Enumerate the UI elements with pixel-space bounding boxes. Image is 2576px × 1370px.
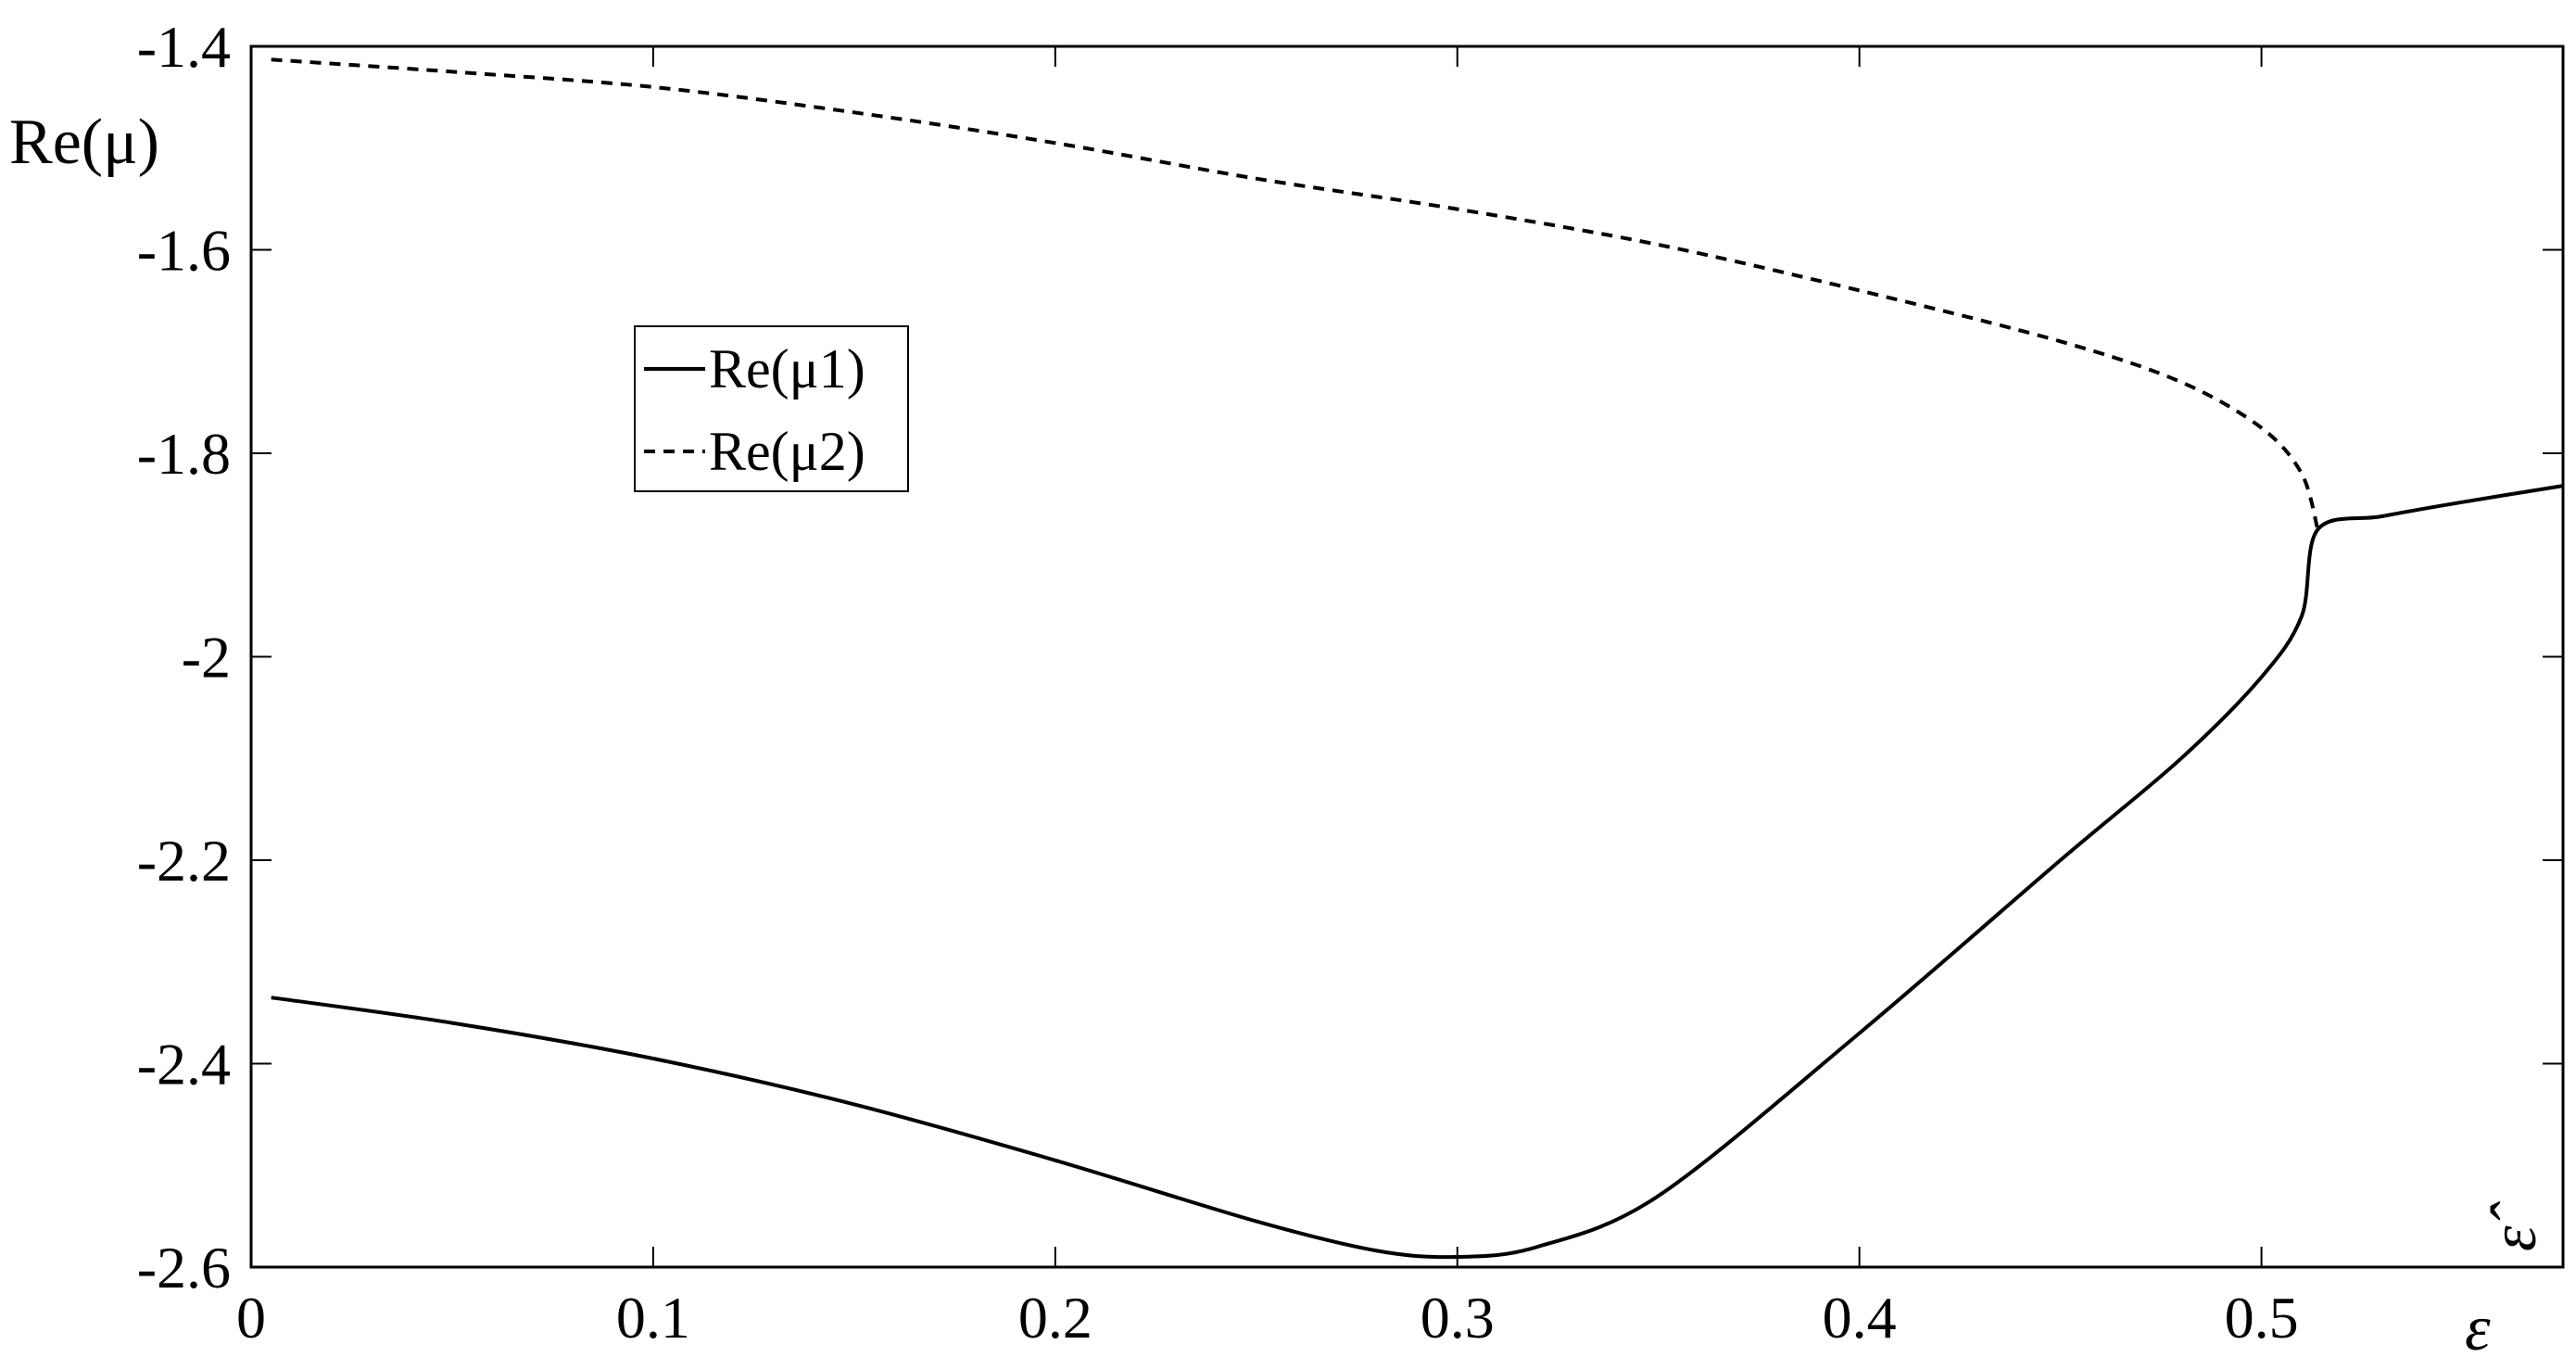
series-line-re-mu2 <box>271 57 2320 530</box>
y-axis-label: Re(μ) <box>9 107 159 178</box>
y-axis-ticks: -1.4 -1.6 -1.8 -2 -2.2 -2.4 -2.6 <box>137 14 2563 1300</box>
legend: Re(μ1) Re(μ2) <box>634 325 909 492</box>
x-tick-label: 0.1 <box>616 1285 690 1351</box>
y-tick-label: -1.6 <box>137 218 231 284</box>
legend-label-re-mu1: Re(μ1) <box>709 338 865 400</box>
x-tick-label: 0.2 <box>1018 1285 1092 1351</box>
series-line-re-mu1 <box>271 484 2564 1260</box>
y-tick-label: -1.4 <box>137 14 231 80</box>
x-axis-ticks: 0 0.1 0.2 0.3 0.4 0.5 <box>236 46 2299 1351</box>
plot-frame <box>249 44 2565 1269</box>
legend-box <box>634 325 909 492</box>
y-tick-label: -2.6 <box>137 1235 231 1300</box>
legend-label-re-mu2: Re(μ2) <box>709 421 865 482</box>
x-tick-label: 0.4 <box>1823 1285 1897 1351</box>
x-axis-label: ε <box>2465 1293 2491 1364</box>
x-tick-label: 0.5 <box>2225 1285 2299 1351</box>
y-tick-label: -2.4 <box>137 1032 231 1097</box>
x-tick-label: 0 <box>236 1285 266 1351</box>
y-tick-label: -1.8 <box>137 421 231 487</box>
series-layer <box>271 57 2564 1260</box>
x-tick-label: 0.3 <box>1421 1285 1495 1351</box>
y-tick-label: -2.2 <box>137 828 231 894</box>
y-tick-label: -2 <box>182 625 231 691</box>
epsilon-hat-annotation: ε̂ <box>2479 1200 2550 1251</box>
